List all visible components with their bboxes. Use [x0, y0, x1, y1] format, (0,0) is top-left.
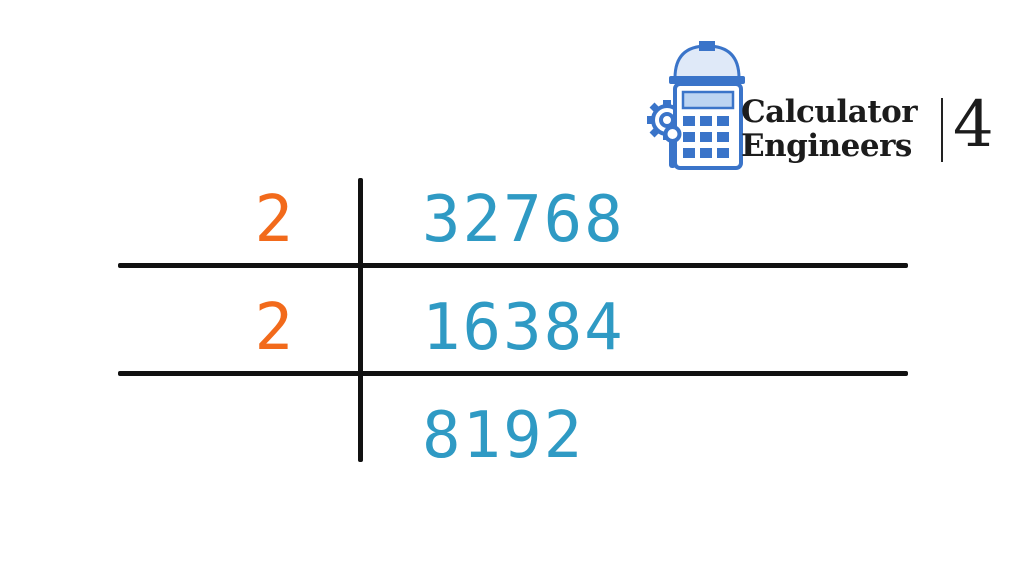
value-row-2: 16384: [422, 291, 625, 365]
division-vertical-line: [358, 178, 363, 462]
value-row-1: 32768: [422, 183, 625, 257]
logo-divider: [941, 98, 943, 162]
calculator-hardhat-gear-icon: [647, 41, 745, 170]
logo-number: 4: [953, 88, 994, 162]
value-row-3: 8192: [422, 399, 585, 473]
division-separator-1: [118, 263, 908, 268]
division-separator-2: [118, 371, 908, 376]
divisor-row-2: 2: [254, 291, 295, 365]
logo-line1: Calculator: [741, 94, 918, 130]
calculator4engineers-logo: Calculator Engineers 4: [645, 38, 994, 173]
logo-line2: Engineers: [741, 128, 912, 164]
divisor-row-1: 2: [254, 183, 295, 257]
